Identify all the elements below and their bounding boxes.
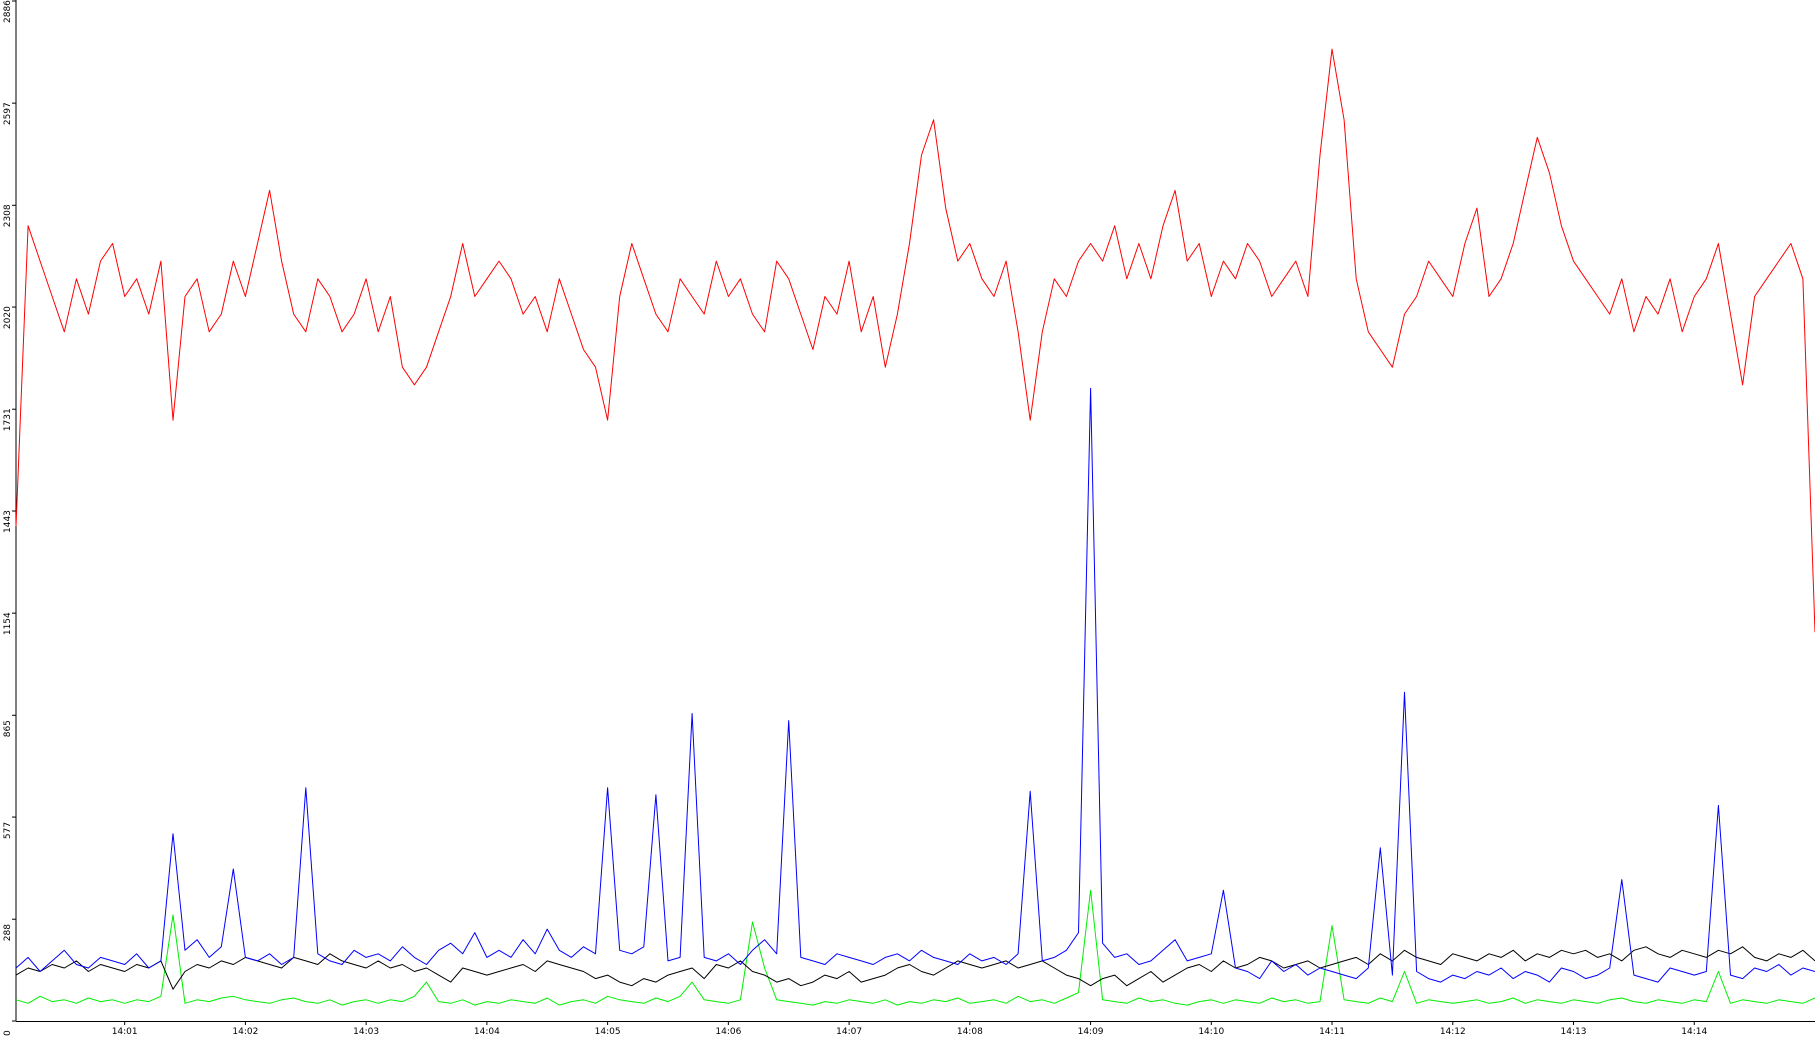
series-line bbox=[15, 387, 1815, 983]
y-tick-label: 1731 bbox=[3, 408, 13, 431]
y-tick-label: 2020 bbox=[3, 306, 13, 329]
x-tick-label: 14:11 bbox=[1319, 1027, 1345, 1037]
y-tick-label: 2597 bbox=[3, 102, 13, 125]
x-tick-label: 14:04 bbox=[474, 1027, 500, 1037]
x-tick-label: 14:01 bbox=[112, 1027, 138, 1037]
x-tick-label: 14:06 bbox=[715, 1027, 741, 1037]
y-tick-label: 2308 bbox=[3, 204, 13, 227]
x-tick-label: 14:10 bbox=[1198, 1027, 1224, 1037]
x-tick-label: 14:09 bbox=[1078, 1027, 1104, 1037]
series-line bbox=[15, 946, 1815, 990]
y-tick-label: 288 bbox=[3, 924, 13, 941]
x-tick-label: 14:08 bbox=[957, 1027, 983, 1037]
y-tick-label: 1443 bbox=[3, 510, 13, 533]
series-line bbox=[15, 48, 1815, 633]
y-tick-label: 865 bbox=[3, 720, 13, 737]
x-tick-label: 14:07 bbox=[836, 1027, 862, 1037]
x-tick-label: 14:12 bbox=[1440, 1027, 1466, 1037]
y-tick-label: 2886 bbox=[3, 0, 13, 23]
series-line bbox=[15, 889, 1815, 1006]
x-tick-label: 14:03 bbox=[353, 1027, 379, 1037]
x-tick-label: 14:13 bbox=[1561, 1027, 1587, 1037]
x-tick-label: 14:02 bbox=[232, 1027, 258, 1037]
x-tick-label: 14:14 bbox=[1681, 1027, 1707, 1037]
y-tick-label: 1154 bbox=[3, 612, 13, 635]
y-tick-label: 0 bbox=[3, 1030, 13, 1036]
y-tick-label: 577 bbox=[3, 822, 13, 839]
x-tick-label: 14:05 bbox=[595, 1027, 621, 1037]
